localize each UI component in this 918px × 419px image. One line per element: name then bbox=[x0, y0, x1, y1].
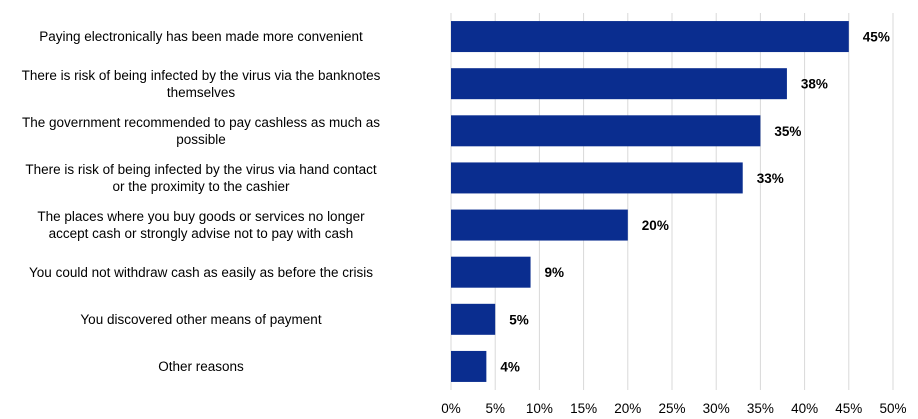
x-tick-label: 45% bbox=[835, 401, 862, 416]
x-tick-label: 25% bbox=[658, 401, 685, 416]
x-tick-label: 20% bbox=[614, 401, 641, 416]
value-labels: 45% 38% 35% 33% 20% 9% 5% 4% bbox=[500, 30, 889, 375]
bar bbox=[451, 256, 531, 288]
x-tick-label: 30% bbox=[703, 401, 730, 416]
bar bbox=[451, 68, 787, 100]
value-label: 9% bbox=[545, 265, 565, 280]
x-tick-label: 40% bbox=[791, 401, 818, 416]
x-tick-label: 5% bbox=[485, 401, 505, 416]
category-label: There is risk of being infected by the v… bbox=[0, 67, 436, 101]
bar bbox=[451, 115, 761, 147]
bar bbox=[451, 303, 496, 335]
category-label-line: possible bbox=[176, 131, 226, 147]
bar bbox=[451, 162, 743, 194]
category-label: There is risk of being infected by the v… bbox=[0, 161, 436, 195]
value-label: 33% bbox=[757, 171, 784, 186]
bar bbox=[451, 209, 628, 241]
category-label-line: You discovered other means of payment bbox=[80, 311, 322, 327]
x-tick-label: 15% bbox=[570, 401, 597, 416]
category-label-line: accept cash or strongly advise not to pa… bbox=[48, 226, 354, 242]
category-label-line: You could not withdraw cash as easily as… bbox=[29, 264, 373, 280]
category-label-line: Other reasons bbox=[158, 358, 244, 374]
x-tick-label: 35% bbox=[747, 401, 774, 416]
category-label: You could not withdraw cash as easily as… bbox=[0, 264, 436, 281]
bar bbox=[451, 21, 849, 53]
bars bbox=[451, 21, 849, 382]
category-label: The places where you buy goods or servic… bbox=[0, 208, 436, 242]
x-tick-label: 50% bbox=[879, 401, 906, 416]
category-label: Paying electronically has been made more… bbox=[0, 28, 436, 45]
category-label-line: The government recommended to pay cashle… bbox=[22, 114, 380, 130]
value-label: 20% bbox=[642, 218, 669, 233]
category-label-line: or the proximity to the cashier bbox=[112, 178, 290, 194]
category-label-line: Paying electronically has been made more… bbox=[39, 29, 363, 45]
category-label: The government recommended to pay cashle… bbox=[0, 114, 436, 148]
value-label: 45% bbox=[863, 30, 890, 45]
category-label-line: The places where you buy goods or servic… bbox=[37, 209, 365, 225]
x-tick-label: 0% bbox=[441, 401, 461, 416]
category-label-line: There is risk of being infected by the v… bbox=[25, 161, 377, 177]
value-label: 5% bbox=[509, 312, 529, 327]
x-tick-label: 10% bbox=[526, 401, 553, 416]
value-label: 38% bbox=[801, 77, 828, 92]
category-label: Other reasons bbox=[0, 358, 436, 375]
x-axis-ticks: 0% 5% 10% 15% 20% 25% 30% 35% 40% 45% 50% bbox=[441, 401, 906, 416]
category-label-line: themselves bbox=[166, 84, 236, 100]
value-label: 35% bbox=[774, 124, 801, 139]
category-label-line: There is risk of being infected by the v… bbox=[21, 67, 381, 83]
value-label: 4% bbox=[500, 359, 520, 374]
bar bbox=[451, 350, 487, 382]
category-label: You discovered other means of payment bbox=[0, 311, 436, 328]
